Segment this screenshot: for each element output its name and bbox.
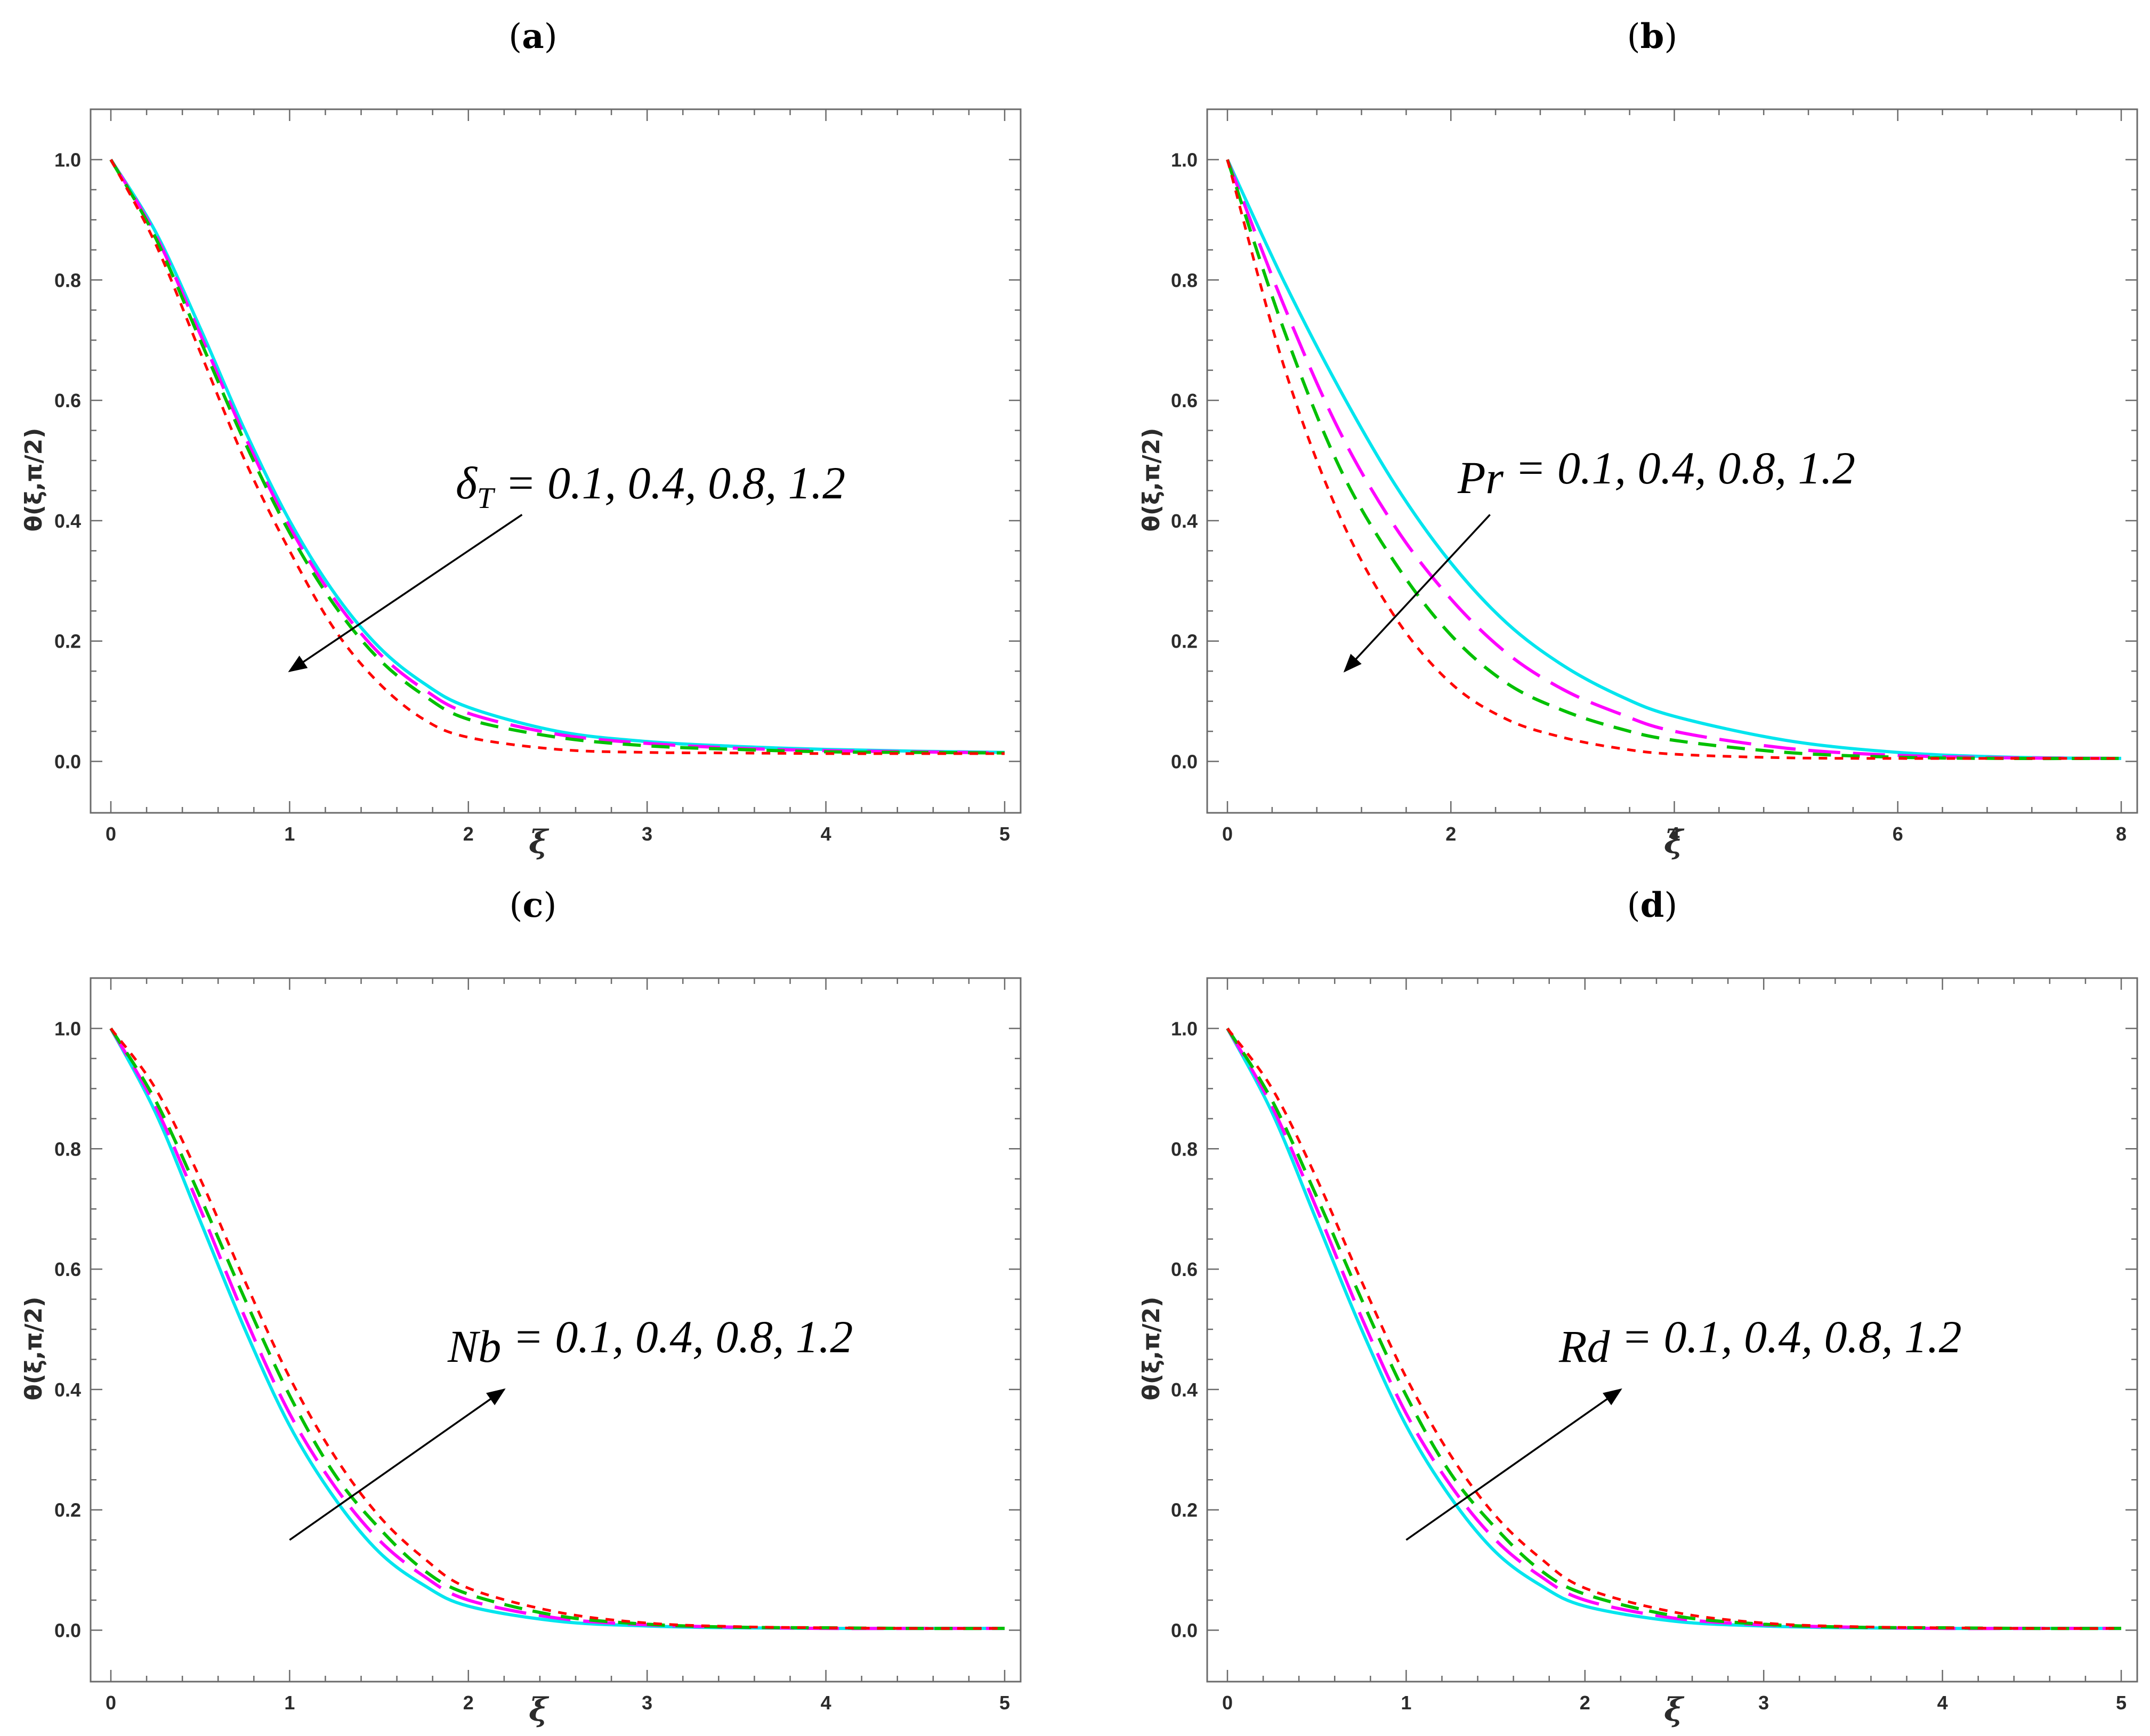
y-tick-label: 0.4 xyxy=(1171,510,1198,532)
trend-arrow xyxy=(289,1388,506,1541)
y-tick-label: 0.4 xyxy=(54,510,81,532)
panel-label-a: (a) xyxy=(508,17,557,56)
y-tick-label: 0.8 xyxy=(1171,269,1198,291)
trend-arrow xyxy=(1405,1388,1622,1541)
trend-arrow xyxy=(288,514,523,673)
series-line-3 xyxy=(109,158,1005,755)
x-tick-label: 5 xyxy=(2116,1692,2127,1714)
x-tick-label: 2 xyxy=(1580,1692,1590,1714)
x-tick-label: 0 xyxy=(1222,823,1233,845)
x-tick-label: 0 xyxy=(106,1692,116,1714)
series-line-2 xyxy=(109,158,1005,755)
x-tick-label: 2 xyxy=(463,1692,474,1714)
y-tick-label: 0.2 xyxy=(54,1499,81,1521)
x-tick-label: 6 xyxy=(1893,823,1903,845)
series-line-4 xyxy=(1226,159,2121,760)
x-tick-label: 1 xyxy=(284,823,295,845)
x-axis-label: ξ xyxy=(529,823,549,861)
x-tick-label: 3 xyxy=(1758,1692,1769,1714)
x-tick-label: 4 xyxy=(821,1692,831,1714)
y-tick-label: 1.0 xyxy=(1171,149,1198,171)
parameter-annotation: Pr = 0.1, 0.4, 0.8, 1.2 xyxy=(1457,442,1855,503)
y-axis-label: θ(ξ,π/2) xyxy=(20,428,47,532)
y-tick-label: 0.6 xyxy=(54,390,81,411)
parameter-annotation: Rd = 0.1, 0.4, 0.8, 1.2 xyxy=(1558,1311,1962,1372)
x-tick-label: 5 xyxy=(999,823,1010,845)
y-tick-label: 0.6 xyxy=(1171,390,1198,411)
series-line-4 xyxy=(109,159,1005,755)
y-tick-label: 0.0 xyxy=(54,751,81,773)
y-tick-label: 0.6 xyxy=(54,1258,81,1280)
y-tick-label: 1.0 xyxy=(54,149,81,171)
x-axis-label: ξ xyxy=(529,1691,549,1729)
y-axis-label: θ(ξ,π/2) xyxy=(1138,1297,1165,1401)
series-line-3 xyxy=(109,1027,1005,1630)
x-tick-label: 4 xyxy=(1937,1692,1948,1714)
parameter-annotation: δT = 0.1, 0.4, 0.8, 1.2 xyxy=(456,457,845,515)
y-tick-label: 1.0 xyxy=(1171,1018,1198,1039)
x-tick-label: 2 xyxy=(463,823,474,845)
x-tick-label: 3 xyxy=(642,1692,652,1714)
series-line-2 xyxy=(1226,159,2122,760)
x-axis-label: ξ xyxy=(1664,1691,1685,1729)
x-tick-label: 4 xyxy=(1669,823,1679,845)
y-tick-label: 0.8 xyxy=(1171,1138,1198,1160)
panel-label-b: (b) xyxy=(1627,17,1678,56)
panel-label-d: (d) xyxy=(1627,885,1678,925)
y-axis-label: θ(ξ,π/2) xyxy=(20,1297,47,1401)
y-tick-label: 0.6 xyxy=(1171,1258,1198,1280)
y-tick-label: 0.4 xyxy=(1171,1379,1198,1401)
y-tick-label: 0.8 xyxy=(54,269,81,291)
chart-panel-c: (c) 0 1 2 3 4 50.00.20.40.60.81.0 ξ θ(ξ,π/2) … xyxy=(20,885,1022,1729)
chart-panel-d: (d) 0 1 2 3 4 50.00.20.40.60.81.0 ξ θ(ξ,π/2) … xyxy=(1138,885,2138,1729)
chart-panel-a: (a) 0 1 2 3 4 50.00.20.40.60.81.0 ξ θ(ξ,π/2) … xyxy=(20,17,1022,861)
y-tick-label: 0.4 xyxy=(54,1379,81,1401)
panel-label-c: (c) xyxy=(510,885,557,925)
y-tick-label: 0.8 xyxy=(54,1138,81,1160)
x-tick-label: 3 xyxy=(642,823,652,845)
series-line-2 xyxy=(1226,1027,2121,1630)
chart-panel-b: (b) 0 2 4 6 8 0.0 0.2 0.4 0.6 0.8 1.0 ξ θ(ξ,π/2) P… xyxy=(1138,17,2138,861)
x-tick-label: 4 xyxy=(821,823,831,845)
trend-arrow xyxy=(1343,514,1491,673)
series-line-2 xyxy=(109,1027,1005,1630)
series-line-3 xyxy=(1226,1027,2122,1630)
parameter-annotation: Nb = 0.1, 0.4, 0.8, 1.2 xyxy=(447,1311,853,1372)
y-tick-label: 0.0 xyxy=(54,1620,81,1642)
x-tick-label: 5 xyxy=(999,1692,1010,1714)
y-tick-label: 0.0 xyxy=(1171,751,1198,773)
x-axis-label: ξ xyxy=(1664,823,1685,861)
y-tick-label: 0.2 xyxy=(1171,1499,1198,1521)
x-tick-label: 0 xyxy=(1222,1692,1233,1714)
series-line-1 xyxy=(109,158,1005,754)
x-tick-label: 1 xyxy=(284,1692,295,1714)
x-tick-label: 2 xyxy=(1445,823,1456,845)
y-axis-label: θ(ξ,π/2) xyxy=(1138,428,1165,532)
y-tick-label: 0.2 xyxy=(1171,631,1198,652)
y-tick-label: 1.0 xyxy=(54,1018,81,1039)
y-tick-label: 0.2 xyxy=(54,631,81,652)
y-tick-label: 0.0 xyxy=(1171,1620,1198,1642)
x-tick-label: 1 xyxy=(1401,1692,1411,1714)
x-tick-label: 0 xyxy=(106,823,116,845)
x-tick-label: 8 xyxy=(2116,823,2127,845)
series-line-1 xyxy=(1226,159,2122,760)
